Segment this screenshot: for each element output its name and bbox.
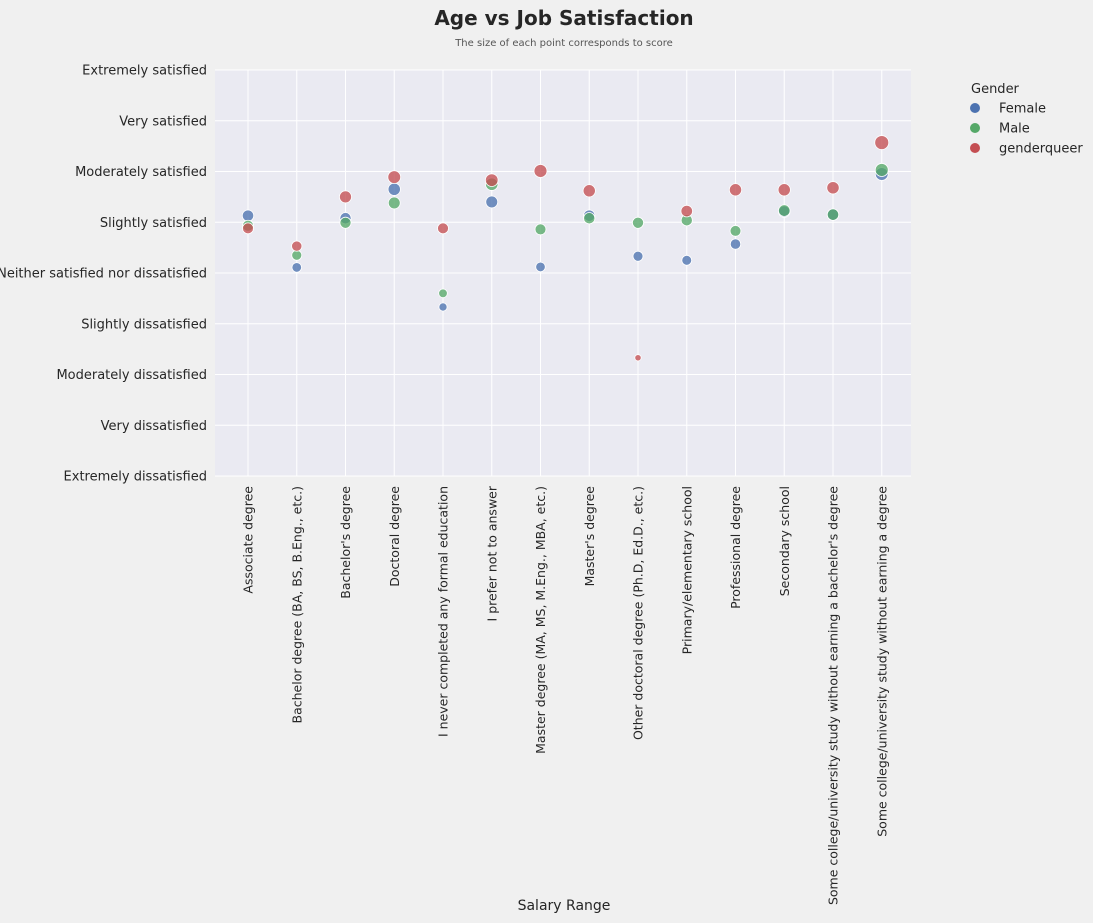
- point-genderqueer-10: [728, 183, 743, 197]
- point-female-0: [241, 209, 255, 222]
- point-genderqueer-12: [826, 181, 840, 195]
- point-genderqueer-8: [634, 354, 642, 362]
- x-tick-label: Bachelor degree (BA, BS, B.Eng., etc.): [289, 486, 304, 723]
- point-genderqueer-6: [533, 164, 548, 178]
- point-male-13: [874, 163, 889, 177]
- point-female-9: [681, 254, 693, 266]
- point-genderqueer-4: [437, 222, 449, 235]
- point-genderqueer-9: [680, 204, 693, 218]
- legend-marker-female: [970, 103, 980, 113]
- legend-marker-male: [970, 123, 980, 133]
- x-axis-label: Salary Range: [518, 898, 611, 914]
- grid-layer: [215, 69, 911, 477]
- x-tick-label: Bachelor's degree: [338, 486, 353, 599]
- point-male-12: [826, 208, 840, 221]
- x-tick-label: Doctoral degree: [387, 486, 402, 587]
- x-tick-label: Professional degree: [728, 486, 743, 609]
- legend-marker-genderqueer: [970, 143, 980, 153]
- point-male-7: [583, 212, 596, 225]
- point-genderqueer-0: [242, 222, 254, 235]
- point-female-1: [291, 262, 302, 273]
- point-female-3: [387, 182, 401, 196]
- point-male-4: [438, 288, 448, 299]
- chart-title: Age vs Job Satisfaction: [434, 6, 694, 30]
- point-male-8: [632, 216, 644, 229]
- point-genderqueer-7: [582, 184, 596, 198]
- legend-label-male: Male: [999, 122, 1030, 137]
- legend-label-genderqueer: genderqueer: [999, 142, 1083, 157]
- x-tick-label: I prefer not to answer: [484, 485, 499, 621]
- x-tick-label: Primary/elementary school: [679, 486, 694, 654]
- point-genderqueer-13: [874, 135, 890, 150]
- point-genderqueer-11: [777, 183, 791, 197]
- x-tick-labels: Associate degree Bachelor degree (BA, BS,…: [241, 485, 890, 905]
- legend: Gender Female Male genderqueer: [970, 82, 1083, 157]
- point-female-4: [438, 302, 448, 312]
- legend-label-female: Female: [999, 102, 1046, 117]
- point-genderqueer-3: [387, 170, 402, 184]
- x-tick-label: Other doctoral degree (Ph.D, Ed.D., etc.…: [631, 486, 646, 740]
- y-tick-label: Neither satisfied nor dissatisfied: [0, 267, 207, 282]
- point-genderqueer-2: [339, 190, 352, 204]
- x-tick-label: Master degree (MA, MS, M.Eng., MBA, etc.…: [533, 486, 548, 754]
- point-male-2: [339, 216, 352, 229]
- point-male-3: [387, 196, 401, 210]
- y-tick-label: Moderately satisfied: [75, 165, 207, 180]
- x-tick-label: Some college/university study without ea…: [826, 486, 841, 905]
- point-female-5: [485, 195, 499, 209]
- legend-title: Gender: [971, 82, 1020, 97]
- y-tick-label: Moderately dissatisfied: [56, 368, 207, 383]
- y-tick-label: Slightly satisfied: [100, 216, 207, 231]
- point-male-1: [291, 249, 303, 261]
- x-tick-label: Secondary school: [777, 486, 792, 596]
- point-genderqueer-5: [485, 173, 499, 187]
- data-points: [241, 135, 890, 362]
- point-male-10: [729, 225, 742, 237]
- point-genderqueer-1: [291, 240, 303, 252]
- y-tick-label: Very satisfied: [119, 114, 207, 129]
- chart-subtitle: The size of each point corresponds to sc…: [455, 38, 673, 49]
- point-female-6: [535, 261, 546, 273]
- point-male-11: [778, 204, 791, 217]
- x-tick-label: Master's degree: [582, 486, 597, 587]
- point-male-6: [534, 223, 547, 236]
- x-tick-label: Some college/university study without ea…: [874, 486, 889, 837]
- y-tick-label: Extremely dissatisfied: [64, 470, 207, 485]
- y-tick-label: Slightly dissatisfied: [81, 317, 207, 332]
- y-tick-label: Extremely satisfied: [82, 64, 207, 79]
- point-female-8: [632, 250, 644, 262]
- y-tick-labels: Extremely dissatisfied Very dissatisfied M…: [0, 64, 207, 485]
- x-tick-label: I never completed any formal education: [436, 486, 451, 737]
- y-tick-label: Very dissatisfied: [101, 419, 207, 434]
- x-tick-label: Associate degree: [241, 486, 256, 594]
- point-female-10: [729, 238, 742, 250]
